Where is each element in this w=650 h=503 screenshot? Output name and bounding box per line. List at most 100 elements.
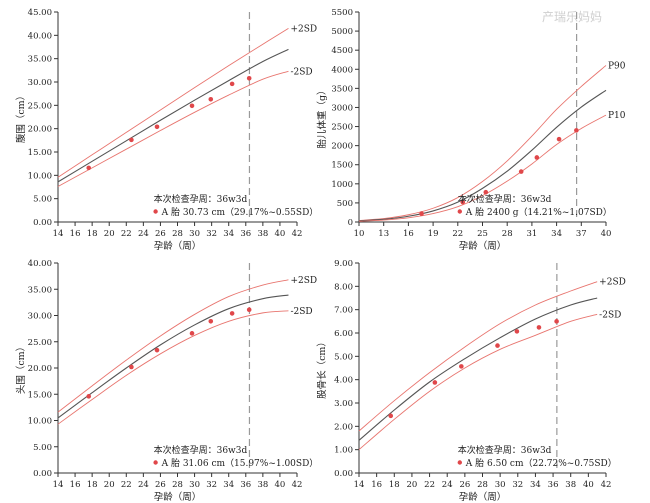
series-label: +2SD [290,24,317,34]
annotation-point-icon [457,460,462,465]
measurement-point [129,364,134,370]
measurement-point [246,75,252,81]
measurement-point [388,413,394,419]
x-tick-label: 16 [371,480,382,490]
y-tick-label: 7.00 [334,306,353,316]
y-tick-label: 2000 [331,142,353,152]
x-tick-label: 42 [292,480,303,490]
median-curve [358,297,598,441]
measurement-point [86,394,92,399]
y-tick-label: 20.00 [28,364,52,374]
measurement-point [495,343,500,348]
y-tick-label: 8.00 [334,282,353,292]
y-tick-label: 1500 [331,161,353,171]
x-tick-label: 26 [155,480,166,490]
series-label: +2SD [290,276,317,286]
x-axis-title: 孕龄（周） [459,240,507,252]
measurement-point [432,380,438,385]
annotation-measurement: A 胎 31.06 cm（15.97%~1.00SD） [161,457,319,469]
x-tick-label: 24 [138,229,149,239]
x-tick-label: 40 [275,480,286,490]
x-tick-label: 32 [206,480,217,490]
x-tick-label: 42 [292,229,303,239]
x-tick-label: 26 [459,480,470,490]
y-tick-label: 6.00 [334,329,353,339]
x-axis-title: 孕龄（周） [459,491,507,503]
y-axis-title: 头围（cm） [15,342,27,394]
x-tick-label: 10 [354,229,365,239]
measurement-point [514,329,520,334]
y-tick-label: 1.00 [334,446,353,456]
x-tick-label: 14 [354,480,365,490]
x-tick-label: 40 [583,480,594,490]
x-tick-label: 24 [442,480,453,490]
x-tick-label: 20 [104,229,115,239]
measurement-point [483,189,489,195]
x-tick-label: 19 [428,229,439,239]
x-tick-label: 16 [70,480,81,490]
x-tick-label: 40 [601,229,612,239]
y-tick-label: 1000 [331,180,353,190]
series-label: P90 [608,61,626,71]
measurement-point [229,81,235,87]
lower-reference-curve [358,313,598,451]
y-tick-label: 40.00 [28,31,52,41]
femur-length-chart: 0.00 1.00 2.00 3.00 4.00 5.00 6.00 7.00 8.00 9.00… [316,259,626,503]
fetal-weight-chart: 0 500 1000 1500 2000 2500 3000 3500 4000 4500 5000… [316,8,626,252]
measurement-point [154,124,160,130]
measurement-point [189,331,195,336]
lower-reference-curve [57,70,289,187]
y-tick-label: 35.00 [28,55,52,65]
median-curve [57,294,289,419]
measurement-point [534,155,540,160]
y-tick-label: 5.00 [33,195,52,205]
measurement-point [189,103,195,109]
y-tick-label: 3.00 [334,399,353,409]
y-tick-label: 0.00 [334,469,353,479]
measurement-point [574,128,579,133]
annotation-measurement: A 胎 30.73 cm（29.17%~0.55SD） [161,206,319,218]
y-tick-label: 4.00 [334,376,353,386]
annotation-exam-week: 本次检查孕周：36w3d [154,444,248,456]
y-tick-label: 5000 [331,27,353,37]
y-tick-label: 40.00 [28,259,52,269]
measurement-point [460,199,466,205]
x-tick-label: 20 [104,480,115,490]
y-tick-label: 2500 [331,123,353,133]
y-tick-label: 3000 [331,103,353,113]
measurement-point [554,319,559,324]
upper-reference-curve [57,27,289,178]
y-tick-label: 30.00 [28,312,52,322]
y-tick-label: 20.00 [28,125,52,135]
x-tick-label: 16 [403,229,414,239]
annotation-point-icon [457,209,462,214]
x-tick-label: 37 [576,229,587,239]
x-tick-label: 13 [378,229,389,239]
x-tick-label: 28 [502,229,513,239]
y-tick-label: 5.00 [334,352,353,362]
x-tick-label: 34 [530,480,541,490]
x-tick-label: 32 [512,480,523,490]
y-tick-label: 5.00 [33,443,52,453]
x-tick-label: 22 [452,229,463,239]
measurement-point [208,96,214,102]
y-tick-label: 500 [337,199,353,209]
x-tick-label: 28 [172,480,183,490]
measurement-point [229,311,235,316]
x-tick-label: 32 [206,229,217,239]
series-label: -2SD [290,67,312,77]
measurement-point [246,307,252,313]
head-circumference-chart: 0.00 5.00 10.00 15.00 20.00 25.00 30.00 35.00 40… [15,259,318,503]
measurement-point [556,136,562,142]
x-axis-title: 孕龄（周） [154,491,202,503]
x-tick-label: 36 [240,480,251,490]
x-tick-label: 26 [155,229,166,239]
x-tick-label: 34 [551,229,562,239]
x-tick-label: 31 [526,229,537,239]
y-tick-label: 35.00 [28,285,52,295]
x-tick-label: 38 [565,480,576,490]
y-tick-label: 10.00 [28,417,52,427]
y-axis-title: 腹围（cm） [15,91,27,143]
lower-reference-curve [57,310,289,425]
